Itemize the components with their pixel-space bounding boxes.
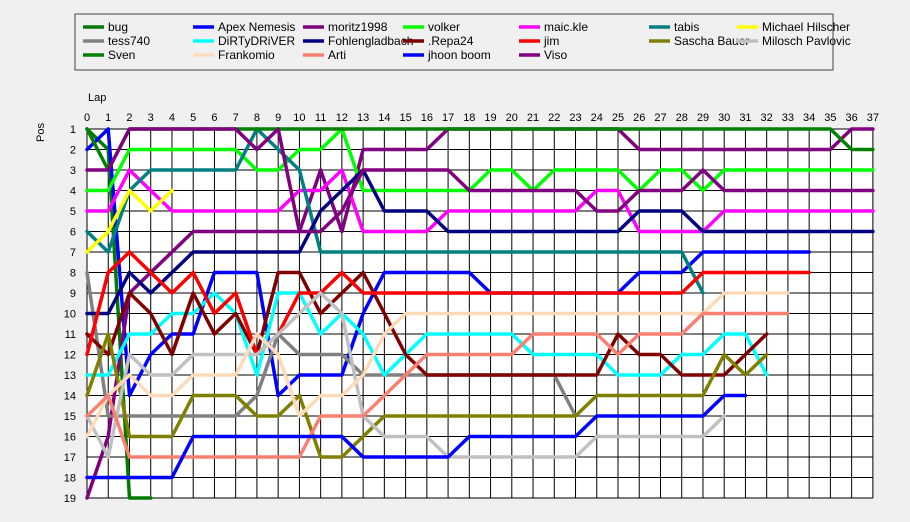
x-tick-label: 22 (548, 112, 560, 124)
series-line-15 (85, 291, 790, 439)
x-tick-label: 26 (633, 112, 645, 124)
legend-entry: tess740 (108, 34, 150, 48)
x-tick-label: 7 (233, 112, 239, 124)
x-tick-label: 8 (254, 112, 260, 124)
x-tick-label: 4 (169, 112, 175, 124)
legend-entry: tabis (674, 20, 699, 34)
series-line-10 (85, 270, 769, 377)
legend-entry: .Repa24 (428, 34, 474, 48)
series-line-12 (85, 332, 769, 459)
x-tick-label: 20 (506, 112, 518, 124)
series-line-17 (85, 393, 748, 480)
x-tick-label: 18 (463, 112, 475, 124)
series-line-13 (85, 291, 726, 459)
y-tick-label: 14 (64, 391, 76, 403)
legend-entry: Milosch Pavlovic (762, 34, 851, 48)
x-tick-label: 9 (275, 112, 281, 124)
x-tick-label: 34 (803, 112, 815, 124)
y-tick-label: 17 (64, 452, 76, 464)
x-tick-label: 25 (612, 112, 624, 124)
y-tick-label: 10 (64, 309, 76, 321)
series-line-8 (85, 291, 769, 377)
x-tick-label: 23 (569, 112, 581, 124)
series-line-18 (85, 127, 875, 234)
y-tick-label: 12 (64, 350, 76, 362)
legend-entry: Viso (544, 48, 567, 62)
series-line-4 (85, 168, 875, 234)
y-tick-label: 7 (70, 247, 76, 259)
x-tick-label: 13 (357, 112, 369, 124)
x-tick-label: 2 (126, 112, 132, 124)
x-tick-label: 35 (824, 112, 836, 124)
x-tick-label: 31 (739, 112, 751, 124)
legend-entry: Sven (108, 48, 135, 62)
legend-entry: DiRTyDRiVER (218, 34, 295, 48)
x-tick-label: 36 (846, 112, 858, 124)
x-tick-label: 29 (697, 112, 709, 124)
x-tick-label: 33 (782, 112, 794, 124)
y-tick-label: 15 (64, 411, 76, 423)
legend-entry: Apex Nemesis (218, 20, 295, 34)
legend-entry: volker (428, 20, 460, 34)
legend-entry: Fohlengladbach (328, 34, 413, 48)
x-tick-label: 19 (484, 112, 496, 124)
series-line-6 (85, 188, 174, 254)
x-tick-label: 15 (399, 112, 411, 124)
x-tick-label: 3 (148, 112, 154, 124)
series-line-1 (85, 127, 811, 398)
y-tick-label: 16 (64, 432, 76, 444)
series-line-3 (85, 127, 875, 193)
legend-entry: jim (543, 34, 559, 48)
legend-entry: Sascha Bauer (674, 34, 749, 48)
x-axis-label: Lap (88, 92, 106, 104)
x-tick-label: 27 (654, 112, 666, 124)
x-axis-ticks: 0 1 2 3 4 5 6 7 8 9 10 11 12 13 14 15 16 17 18 19 20 21 22 23 24… (84, 112, 879, 124)
x-tick-label: 10 (293, 112, 305, 124)
x-tick-label: 12 (336, 112, 348, 124)
y-tick-label: 9 (70, 288, 76, 300)
x-tick-label: 11 (315, 112, 326, 124)
y-tick-label: 4 (70, 186, 76, 198)
y-tick-label: 3 (70, 165, 76, 177)
x-tick-label: 5 (190, 112, 196, 124)
series-line-16 (85, 311, 790, 459)
series-line-5 (85, 127, 705, 295)
y-tick-label: 5 (70, 206, 76, 218)
legend-entry: bug (108, 20, 128, 34)
x-tick-label: 30 (718, 112, 730, 124)
x-tick-label: 0 (84, 112, 90, 124)
x-tick-label: 17 (442, 112, 454, 124)
y-tick-label: 11 (65, 329, 76, 341)
x-tick-label: 37 (867, 112, 879, 124)
legend-entry: Michael Hilscher (762, 20, 850, 34)
x-tick-label: 28 (676, 112, 688, 124)
y-tick-label: 6 (70, 227, 76, 239)
legend-entry: maic.kle (544, 20, 588, 34)
legend-entry: Frankomio (218, 48, 275, 62)
y-tick-label: 8 (70, 268, 76, 280)
y-axis-label: Pos (35, 123, 47, 142)
x-tick-label: 32 (761, 112, 773, 124)
x-tick-label: 21 (527, 112, 539, 124)
y-tick-label: 13 (64, 370, 76, 382)
y-tick-label: 1 (70, 124, 76, 136)
y-tick-label: 2 (70, 145, 76, 157)
x-tick-label: 14 (378, 112, 390, 124)
legend: bug Apex Nemesis moritz1998 volker maic.kle t… (83, 20, 851, 62)
y-tick-label: 18 (64, 473, 76, 485)
legend-entry: jhoon boom (427, 48, 491, 62)
x-tick-label: 1 (105, 112, 111, 124)
x-tick-label: 16 (421, 112, 433, 124)
legend-entry: Arti (328, 48, 346, 62)
legend-entry: moritz1998 (328, 20, 388, 34)
x-tick-label: 6 (211, 112, 217, 124)
y-tick-label: 19 (64, 493, 76, 505)
series-lines (85, 127, 875, 500)
x-tick-label: 24 (591, 112, 603, 124)
